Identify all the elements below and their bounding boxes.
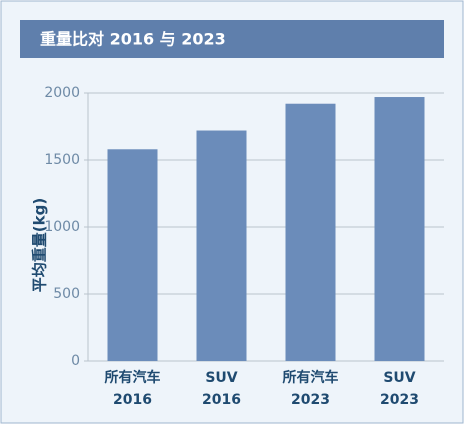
y-axis-label: 平均重量(kg) xyxy=(31,198,49,292)
bar xyxy=(107,149,158,361)
chart-title: 重量比对 2016 与 2023 xyxy=(40,30,226,49)
bar xyxy=(285,103,336,361)
x-tick-label: SUV 2023 xyxy=(380,370,419,408)
title-bar xyxy=(20,20,444,58)
x-tick-label: 所有汽车 2023 xyxy=(283,369,339,408)
x-tick-label: 所有汽车 2016 xyxy=(105,369,161,408)
y-tick-label: 500 xyxy=(53,286,80,302)
x-tick-label: SUV 2016 xyxy=(202,370,241,408)
y-tick-label: 2000 xyxy=(44,85,80,101)
bar xyxy=(196,130,247,361)
y-tick-label: 1500 xyxy=(44,152,80,168)
y-tick-label: 1000 xyxy=(44,219,80,235)
y-tick-label: 0 xyxy=(71,353,80,369)
bar xyxy=(374,97,425,362)
